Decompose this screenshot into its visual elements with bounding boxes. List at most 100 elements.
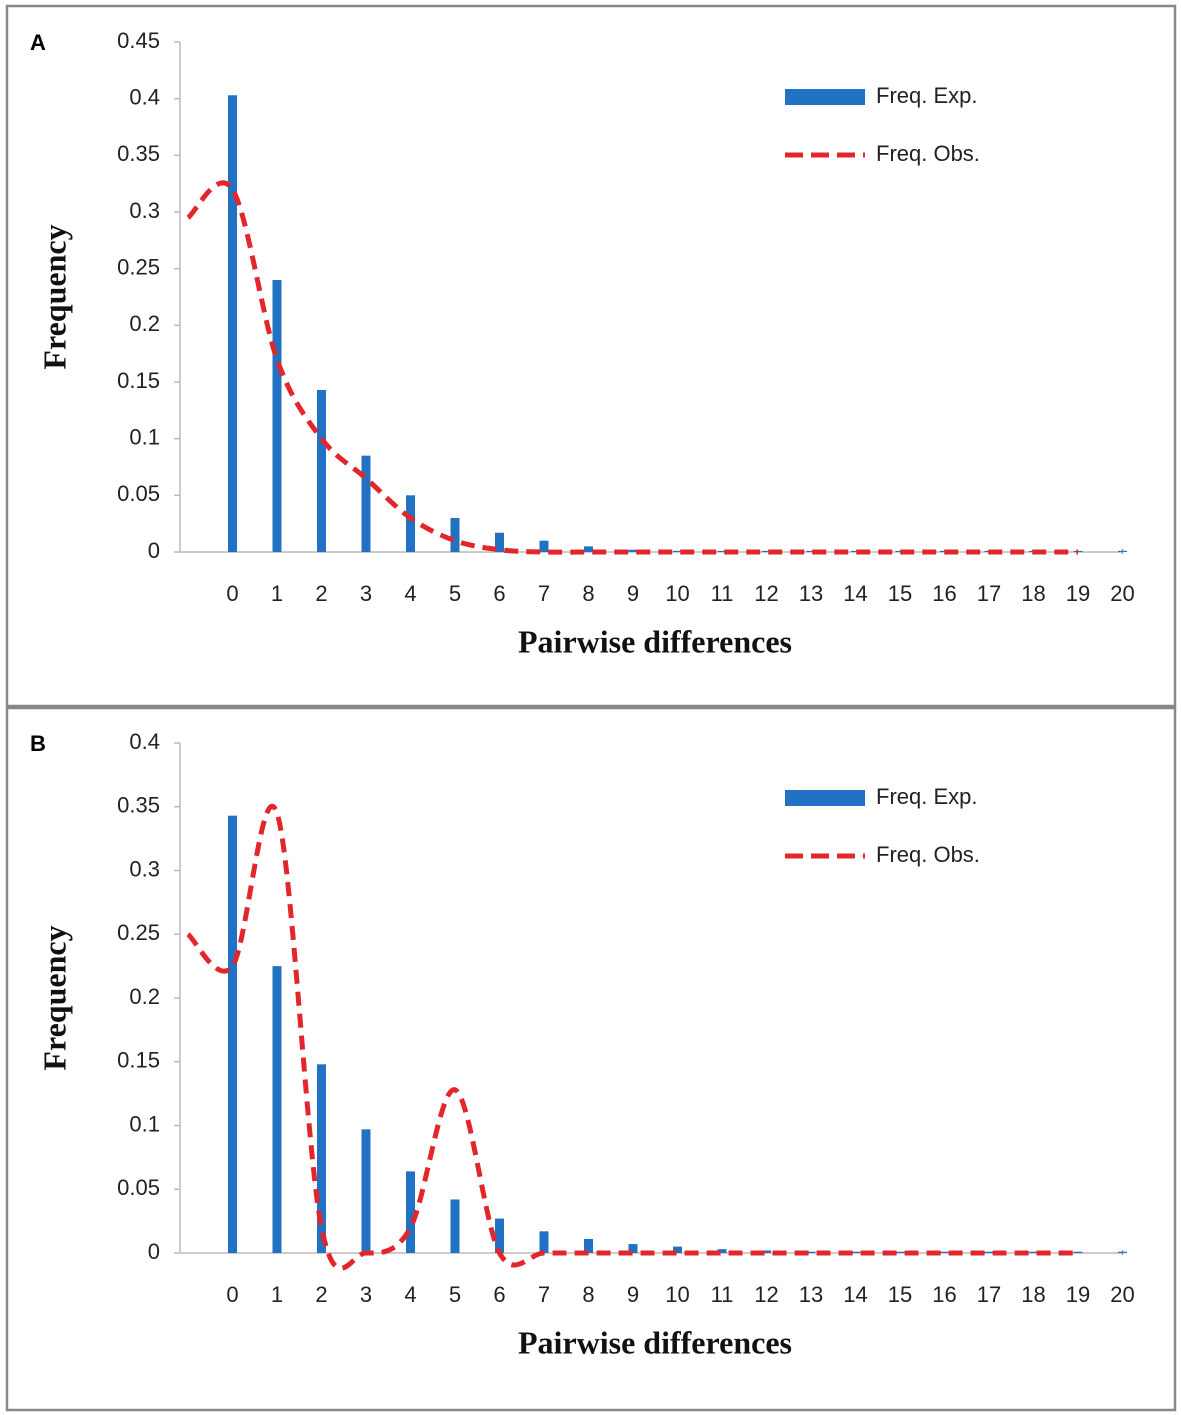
- x-axis-title: Pairwise differences: [518, 623, 792, 659]
- x-tick-label: 6: [493, 1282, 505, 1307]
- panel-frame: [5, 4, 1177, 708]
- y-tick-label: 0.05: [117, 1175, 160, 1200]
- bar: [450, 1199, 460, 1253]
- x-tick-label: 19: [1066, 1282, 1090, 1307]
- bar: [851, 1251, 860, 1253]
- x-tick-label: 1: [271, 1282, 283, 1307]
- x-tick-label: 15: [888, 1282, 912, 1307]
- x-tick-label: 18: [1021, 581, 1045, 606]
- x-tick-label: 18: [1021, 1282, 1045, 1307]
- bar: [984, 1251, 994, 1253]
- bar: [895, 550, 905, 552]
- x-axis-title: Pairwise differences: [518, 1324, 792, 1360]
- panel-frame: [5, 706, 1177, 1412]
- x-tick-label: 9: [627, 1282, 639, 1307]
- x-tick-label: 6: [493, 581, 505, 606]
- y-tick-label: 0.1: [129, 424, 160, 449]
- line: [186, 803, 1078, 1271]
- x-tick-label: 0: [226, 1282, 238, 1307]
- y-tick-label: 0.3: [129, 198, 160, 223]
- y-tick-label: 0.2: [129, 311, 160, 336]
- x-tick-label: 4: [404, 1282, 416, 1307]
- bar: [851, 550, 860, 552]
- bar: [673, 1246, 682, 1253]
- bar: [762, 1250, 771, 1253]
- x-tick-label: 10: [665, 581, 689, 606]
- x-tick-label: 4: [404, 581, 416, 606]
- x-tick-label: 3: [360, 581, 372, 606]
- x-tick-label: 16: [932, 581, 956, 606]
- legend-swatch: [785, 790, 865, 806]
- y-tick-label: 0.25: [117, 254, 160, 279]
- legend-swatch: [785, 89, 865, 105]
- legend-label: Freq. Obs.: [876, 842, 980, 867]
- y-axis-title: Frequency: [36, 925, 72, 1070]
- x-tick-label: 11: [711, 581, 734, 606]
- x-tick-label: 5: [449, 581, 461, 606]
- x-tick-label: 20: [1110, 581, 1134, 606]
- x-tick-label: 14: [843, 581, 867, 606]
- legend-label: Freq. Obs.: [876, 141, 980, 166]
- bar: [272, 966, 282, 1253]
- x-tick-label: 15: [888, 581, 912, 606]
- bar: [495, 532, 504, 552]
- panel-label: A: [30, 30, 46, 55]
- bar: [539, 1231, 549, 1253]
- bar: [1073, 1251, 1083, 1253]
- y-tick-label: 0.45: [117, 28, 160, 53]
- bar: [806, 550, 816, 552]
- bar: [406, 1171, 415, 1253]
- y-tick-label: 0.25: [117, 920, 160, 945]
- bar: [584, 546, 593, 552]
- x-tick-label: 17: [977, 581, 1001, 606]
- bar: [762, 550, 771, 552]
- x-tick-label: 12: [754, 1282, 778, 1307]
- x-tick-label: 2: [315, 1282, 327, 1307]
- bar: [228, 815, 237, 1253]
- y-tick-label: 0.4: [129, 84, 160, 109]
- bar: [406, 495, 415, 552]
- bar: [717, 550, 727, 552]
- x-tick-label: 5: [449, 1282, 461, 1307]
- x-tick-label: 7: [538, 1282, 550, 1307]
- y-tick-label: 0.3: [129, 856, 160, 881]
- x-tick-label: 8: [582, 581, 594, 606]
- legend-label: Freq. Exp.: [876, 784, 977, 809]
- y-tick-label: 0.15: [117, 1048, 160, 1073]
- y-tick-label: 0.05: [117, 481, 160, 506]
- bar: [1029, 1251, 1038, 1253]
- bar: [1118, 550, 1127, 552]
- y-tick-label: 0.35: [117, 141, 160, 166]
- x-tick-label: 10: [665, 1282, 689, 1307]
- bar: [228, 95, 237, 553]
- y-tick-label: 0.1: [129, 1111, 160, 1136]
- y-tick-label: 0: [148, 1239, 160, 1264]
- bar: [495, 1218, 504, 1253]
- x-tick-label: 2: [315, 581, 327, 606]
- x-tick-label: 13: [799, 581, 823, 606]
- y-axis-title: Frequency: [36, 224, 72, 369]
- x-tick-label: 14: [843, 1282, 867, 1307]
- panel-label: B: [30, 731, 46, 756]
- x-tick-label: 12: [754, 581, 778, 606]
- bar: [673, 550, 682, 552]
- bar: [895, 1251, 905, 1253]
- x-tick-label: 11: [711, 1282, 734, 1307]
- x-tick-label: 3: [360, 1282, 372, 1307]
- y-tick-label: 0.15: [117, 368, 160, 393]
- y-tick-label: 0.4: [129, 729, 160, 754]
- line: [186, 180, 1078, 555]
- y-tick-label: 0.2: [129, 984, 160, 1009]
- x-tick-label: 20: [1110, 1282, 1134, 1307]
- bar: [361, 455, 371, 552]
- legend-label: Freq. Exp.: [876, 83, 977, 108]
- y-tick-label: 0: [148, 538, 160, 563]
- bar: [806, 1251, 816, 1253]
- x-tick-label: 0: [226, 581, 238, 606]
- bar: [940, 1251, 949, 1253]
- x-tick-label: 19: [1066, 581, 1090, 606]
- bar: [628, 549, 638, 552]
- bar: [717, 1249, 727, 1253]
- x-tick-label: 8: [582, 1282, 594, 1307]
